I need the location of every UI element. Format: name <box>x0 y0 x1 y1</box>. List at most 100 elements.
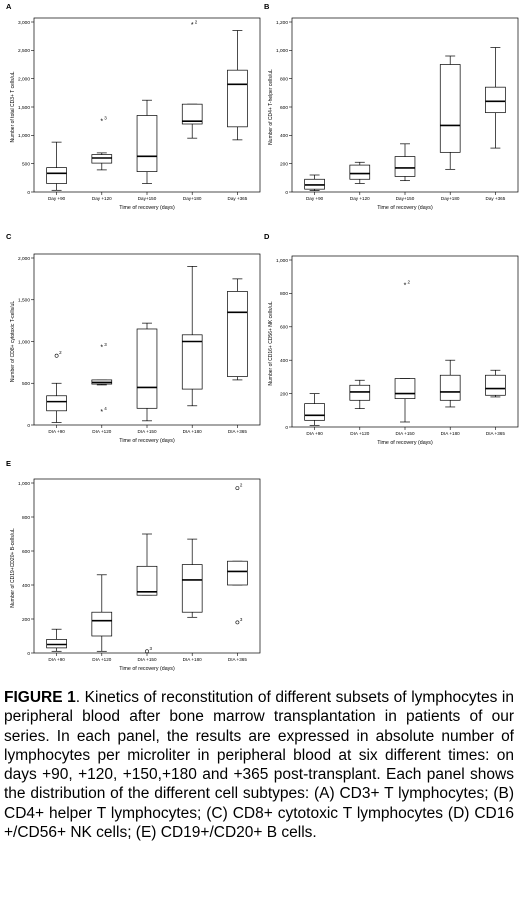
y-tick-label: 0 <box>27 190 30 196</box>
outlier: *2 <box>404 280 411 290</box>
iqr-box <box>181 564 203 613</box>
y-tick-label: 200 <box>280 161 288 167</box>
box-3: DIA +150 <box>394 378 416 436</box>
figure-panels: A 0 500 1,000 1,500 2,000 2,500 3,000 Number of … <box>6 2 519 672</box>
x-tick-label: DIA +150 <box>137 429 156 434</box>
x-tick-label: Day +365 <box>486 196 506 201</box>
y-tick-label: 0 <box>27 423 30 429</box>
figure-caption: FIGURE 1. Kinetics of reconstitution of … <box>4 688 514 842</box>
panel-letter: C <box>6 232 12 241</box>
outlier-label: 3 <box>240 617 243 622</box>
iqr-box <box>394 156 416 177</box>
y-tick-label: 1,000 <box>276 48 288 54</box>
y-tick-label: 600 <box>22 549 30 555</box>
iqr-box <box>136 115 158 172</box>
x-axis-label: Time of recovery (days) <box>377 205 433 211</box>
box-1: DIA +90 <box>304 393 325 436</box>
box-4: Day+180 <box>439 55 461 201</box>
iqr-box <box>136 565 158 596</box>
outlier-label: 4 <box>104 406 107 411</box>
outlier-circle <box>145 649 149 654</box>
box-3: DIA +150 <box>136 322 158 434</box>
y-tick-label: 2,000 <box>18 256 30 262</box>
iqr-box <box>439 374 461 401</box>
y-tick-label: 400 <box>22 583 30 589</box>
y-tick-label: 400 <box>280 133 288 139</box>
y-tick-label: 600 <box>280 105 288 111</box>
iqr-box <box>485 86 506 114</box>
x-tick-label: DIA +180 <box>441 431 460 436</box>
caption-text: . Kinetics of reconstitution of differen… <box>4 689 514 842</box>
y-tick-label: 0 <box>285 425 288 431</box>
iqr-box <box>349 164 371 180</box>
box-1: DIA +90 <box>46 628 67 662</box>
outlier-circle <box>235 620 240 625</box>
box-4: Day+180 <box>181 103 203 201</box>
box-5: Day +365 <box>227 30 248 201</box>
y-tick-label: 600 <box>280 325 288 331</box>
box-2: DIA +120 <box>91 574 113 662</box>
y-tick-label: 1,200 <box>276 20 288 26</box>
iqr-box <box>394 378 416 399</box>
x-tick-label: Day +90 <box>306 196 324 201</box>
box-2: Day +120 <box>91 152 112 201</box>
y-axis-label: Number of CD16+ CD56+ NK cells/uL <box>268 301 274 385</box>
x-tick-label: DIA +365 <box>486 431 505 436</box>
x-axis-label: Time of recovery (days) <box>119 438 175 444</box>
box-4: DIA +180 <box>439 359 461 436</box>
outlier-star: * <box>191 22 194 29</box>
x-axis-label: Time of recovery (days) <box>119 205 175 211</box>
iqr-box <box>181 334 203 390</box>
y-tick-label: 200 <box>22 617 30 623</box>
x-tick-label: Day+150 <box>138 196 157 201</box>
x-axis-label: Time of recovery (days) <box>377 440 433 446</box>
box-4: DIA +180 <box>181 265 203 434</box>
panel-letter: E <box>6 459 11 468</box>
y-tick-label: 800 <box>280 291 288 297</box>
caption-label: FIGURE 1 <box>4 689 76 706</box>
iqr-box <box>227 560 248 586</box>
outlier-circle <box>235 486 240 491</box>
iqr-box <box>227 69 248 128</box>
iqr-box <box>227 291 248 377</box>
x-tick-label: Day +120 <box>92 196 112 201</box>
y-tick-label: 1,500 <box>18 105 30 111</box>
outlier: 2 <box>235 483 243 491</box>
outlier-label: 2 <box>240 483 243 488</box>
y-tick-label: 2,000 <box>18 76 30 82</box>
outlier-circle <box>54 353 59 358</box>
box-3: Day+150 <box>136 99 158 201</box>
x-tick-label: Day+180 <box>441 196 460 201</box>
x-tick-label: DIA +180 <box>183 429 202 434</box>
box-2: DIA +120 <box>349 379 371 436</box>
iqr-box <box>136 328 158 409</box>
y-tick-label: 1,000 <box>18 339 30 345</box>
panel-a: A 0 500 1,000 1,500 2,000 2,500 3,000 Number of … <box>6 2 261 211</box>
y-tick-label: 1,000 <box>276 258 288 264</box>
box-3: DIA +150 <box>136 533 158 662</box>
x-tick-label: Day +120 <box>350 196 370 201</box>
y-axis-label: Number of CD4+ T-helper cells/uL <box>268 69 274 145</box>
y-axis-label: Number of CD8+ cytotoxic T-cells/uL <box>10 301 16 382</box>
iqr-box <box>46 167 67 184</box>
y-tick-label: 2,500 <box>18 48 30 54</box>
iqr-box <box>46 395 67 412</box>
outlier-star: * <box>404 282 407 289</box>
x-tick-label: DIA +120 <box>350 431 369 436</box>
y-axis-label: Number of total CD3+ T cells/uL <box>10 71 16 142</box>
box-1: Day +90 <box>304 174 325 201</box>
iqr-box <box>349 384 371 401</box>
panel-e: E 0 200 400 600 800 1,000 Number of CD19+CD20+ … <box>6 459 261 672</box>
box-1: Day +90 <box>46 141 67 201</box>
y-tick-label: 800 <box>280 76 288 82</box>
x-tick-label: DIA +120 <box>92 429 111 434</box>
y-tick-label: 1,000 <box>18 481 30 487</box>
outlier: 3 <box>145 646 153 654</box>
box-2: Day +120 <box>349 161 371 201</box>
outlier: *2 <box>191 19 198 29</box>
x-tick-label: DIA +180 <box>183 657 202 662</box>
x-axis-label: Time of recovery (days) <box>119 666 175 672</box>
y-tick-label: 0 <box>27 651 30 657</box>
x-tick-label: DIA +90 <box>306 431 323 436</box>
y-tick-label: 500 <box>22 381 30 387</box>
